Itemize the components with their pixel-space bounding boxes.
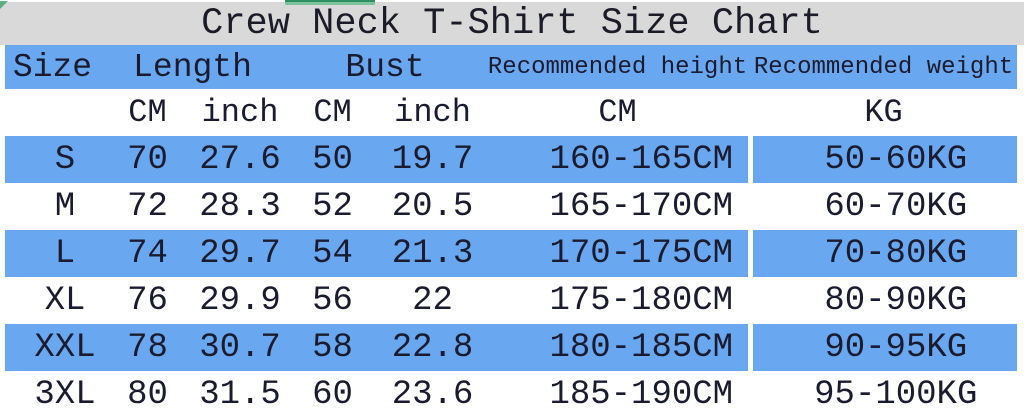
size-chart-table: Size Length Bust Recommended height Reco… xyxy=(5,45,1018,416)
cell-length-cm: 80 xyxy=(127,375,168,414)
cell-weight: 60-70KG xyxy=(747,183,1018,230)
header-recommended-weight: Recommended weight xyxy=(753,53,1014,81)
corner-triangle-artifact xyxy=(0,1,8,9)
subheader-blank xyxy=(5,89,100,136)
cell-height: 180-185CM xyxy=(549,328,734,367)
cell-bust-cm: 56 xyxy=(312,281,353,320)
header-length: Length xyxy=(133,48,252,86)
cell-size: 3XL xyxy=(34,375,96,414)
cell-size: M xyxy=(54,187,76,226)
size-table-body: S 70 27.6 50 19.7 160-165CM 50-60KG M 72 28.3 52 20… xyxy=(5,136,1018,416)
cell-length-cm: 74 xyxy=(127,234,168,273)
cell-weight: 80-90KG xyxy=(747,277,1018,324)
cell-height: 165-170CM xyxy=(549,187,734,226)
header-recommended-height: Recommended height xyxy=(487,53,748,81)
cell-bust-inch: 20.5 xyxy=(391,187,474,226)
table-row: 3XL 80 31.5 60 23.6 185-190CM 95-100KG xyxy=(5,371,1018,416)
cell-length-inch: 27.6 xyxy=(199,140,281,179)
cell-length-cm: 70 xyxy=(127,140,168,179)
cell-size: L xyxy=(54,234,76,273)
cell-size: XXL xyxy=(34,328,96,367)
cell-bust-cm: 58 xyxy=(312,328,353,367)
subheader-height-cm: CM xyxy=(598,94,637,131)
cell-weight: 70-80KG xyxy=(747,230,1018,277)
cell-length-inch: 29.9 xyxy=(199,281,281,320)
cell-bust-cm: 54 xyxy=(312,234,353,273)
cell-length-inch: 31.5 xyxy=(199,375,281,414)
cell-bust-cm: 52 xyxy=(312,187,353,226)
table-row: XXL 78 30.7 58 22.8 180-185CM 90-95KG xyxy=(5,324,1018,371)
green-bar-artifact xyxy=(285,0,375,5)
cell-height: 175-180CM xyxy=(549,281,734,320)
subheader-length-inch: inch xyxy=(201,94,279,131)
cell-bust-cm: 50 xyxy=(312,140,353,179)
cell-height: 170-175CM xyxy=(549,234,734,273)
header-row: Size Length Bust Recommended height Reco… xyxy=(5,45,1018,89)
cell-weight: 90-95KG xyxy=(747,324,1018,371)
cell-length-inch: 28.3 xyxy=(199,187,281,226)
cell-height: 160-165CM xyxy=(549,140,734,179)
cell-size: S xyxy=(54,140,76,179)
subheader-bust-cm: CM xyxy=(313,94,352,131)
table-row: S 70 27.6 50 19.7 160-165CM 50-60KG xyxy=(5,136,1018,183)
header-bust: Bust xyxy=(345,48,425,86)
table-row: L 74 29.7 54 21.3 170-175CM 70-80KG xyxy=(5,230,1018,277)
cell-bust-inch: 23.6 xyxy=(391,375,474,414)
cell-bust-inch: 22.8 xyxy=(391,328,474,367)
table-row: M 72 28.3 52 20.5 165-170CM 60-70KG xyxy=(5,183,1018,230)
cell-weight: 95-100KG xyxy=(747,371,1018,416)
subheader-row: CM inch CM inch CM KG xyxy=(5,89,1018,136)
table-row: XL 76 29.9 56 22 175-180CM 80-90KG xyxy=(5,277,1018,324)
cell-bust-inch: 19.7 xyxy=(391,140,474,179)
cell-size: XL xyxy=(44,281,86,320)
cell-length-inch: 30.7 xyxy=(199,328,281,367)
cell-weight: 50-60KG xyxy=(747,136,1018,183)
cell-length-cm: 78 xyxy=(127,328,168,367)
page-title: Crew Neck T-Shirt Size Chart xyxy=(0,2,1024,45)
subheader-weight-kg: KG xyxy=(864,94,903,131)
cell-bust-inch: 21.3 xyxy=(391,234,474,273)
subheader-length-cm: CM xyxy=(128,94,167,131)
header-size: Size xyxy=(12,48,93,86)
cell-length-inch: 29.7 xyxy=(199,234,281,273)
cell-bust-cm: 60 xyxy=(312,375,353,414)
cell-length-cm: 72 xyxy=(127,187,168,226)
cell-height: 185-190CM xyxy=(549,375,734,414)
cell-bust-inch: 22 xyxy=(412,281,453,320)
cell-length-cm: 76 xyxy=(127,281,168,320)
top-strip xyxy=(0,0,1024,9)
subheader-bust-inch: inch xyxy=(394,94,471,131)
